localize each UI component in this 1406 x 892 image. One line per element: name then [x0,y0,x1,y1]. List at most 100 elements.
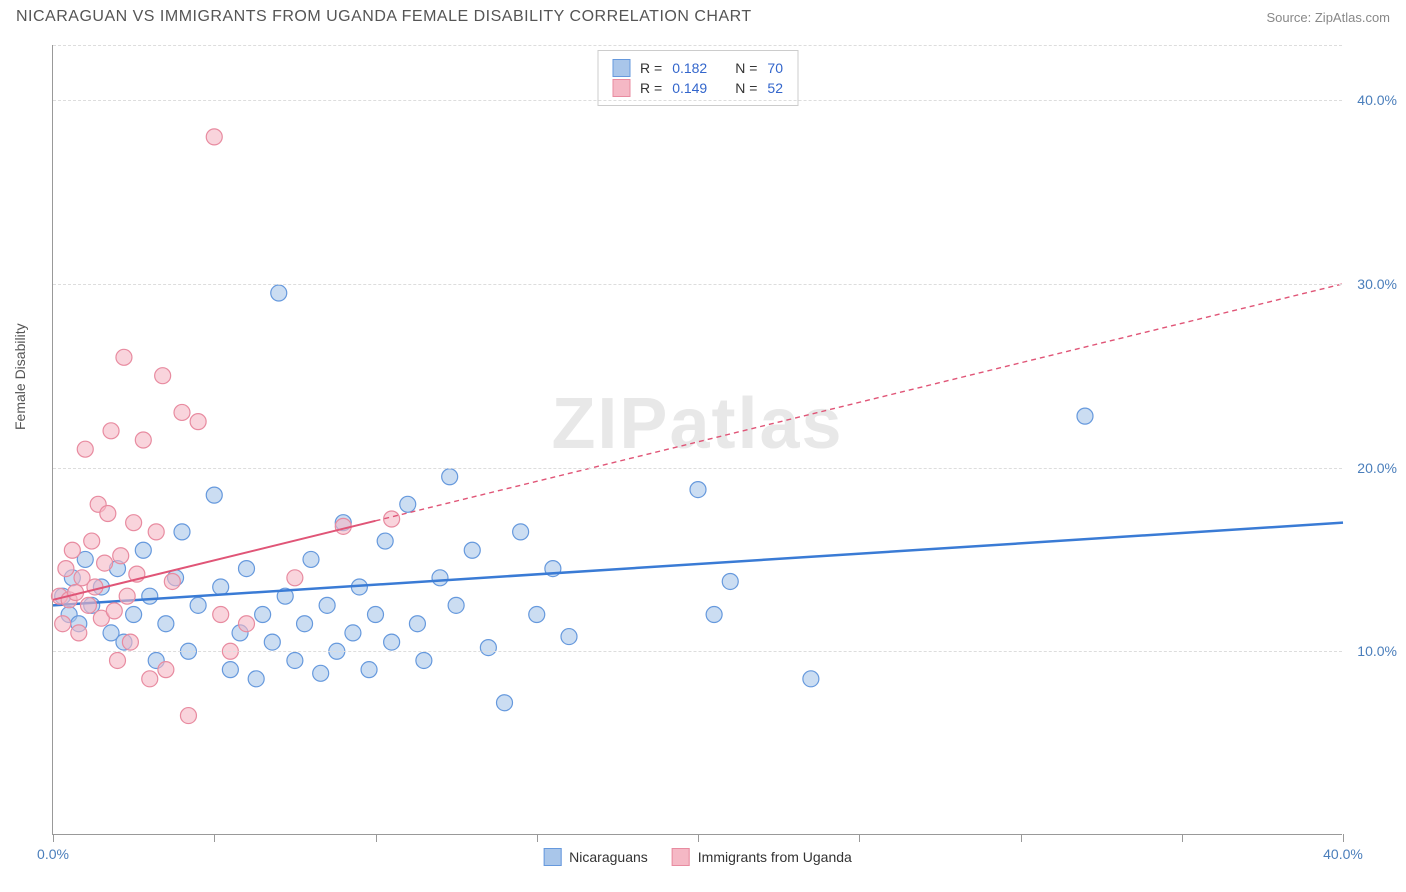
scatter-point [119,588,135,604]
gridline [53,45,1342,46]
gridline [53,651,1342,652]
scatter-point [126,607,142,623]
gridline [53,284,1342,285]
scatter-point [58,561,74,577]
scatter-point [368,607,384,623]
scatter-point [71,625,87,641]
scatter-point [529,607,545,623]
scatter-point [174,524,190,540]
scatter-point [384,511,400,527]
chart-title: NICARAGUAN VS IMMIGRANTS FROM UGANDA FEM… [16,8,752,26]
scatter-point [126,515,142,531]
scatter-point [142,671,158,687]
x-tick [1182,834,1183,842]
scatter-point [513,524,529,540]
scatter-point [271,285,287,301]
scatter-point [416,652,432,668]
scatter-point [87,579,103,595]
scatter-point [100,505,116,521]
scatter-point [255,607,271,623]
scatter-point [287,652,303,668]
scatter-point [64,542,80,558]
scatter-point [480,640,496,656]
scatter-point [722,573,738,589]
bottom-legend: Nicaraguans Immigrants from Uganda [543,848,852,866]
scatter-point [213,579,229,595]
scatter-point [158,616,174,632]
x-tick-label: 40.0% [1323,846,1363,862]
scatter-point [409,616,425,632]
scatter-point [174,404,190,420]
scatter-point [206,129,222,145]
scatter-point [303,551,319,567]
gridline [53,468,1342,469]
source-label: Source: ZipAtlas.com [1266,10,1390,25]
scatter-point [155,368,171,384]
scatter-point [297,616,313,632]
scatter-point [384,634,400,650]
legend-item: Nicaraguans [543,848,648,866]
scatter-point [345,625,361,641]
chart-plot-area: ZIPatlas R =0.182N =70R =0.149N =52 Nica… [52,45,1342,835]
legend-label: Nicaraguans [569,849,648,865]
x-tick [1343,834,1344,842]
x-tick [537,834,538,842]
scatter-point [464,542,480,558]
scatter-point [248,671,264,687]
scatter-point [206,487,222,503]
swatch-icon [672,848,690,866]
x-tick-label: 0.0% [37,846,69,862]
scatter-point [287,570,303,586]
y-tick-label: 30.0% [1357,276,1397,292]
legend-label: Immigrants from Uganda [698,849,852,865]
x-tick [214,834,215,842]
y-axis-label: Female Disability [12,323,28,430]
scatter-point [97,555,113,571]
trend-line-extension [376,284,1344,521]
y-tick-label: 10.0% [1357,643,1397,659]
x-tick [53,834,54,842]
swatch-icon [543,848,561,866]
scatter-point [706,607,722,623]
scatter-point [264,634,280,650]
scatter-point [442,469,458,485]
scatter-point [113,548,129,564]
scatter-point [1077,408,1093,424]
x-tick [698,834,699,842]
y-tick-label: 40.0% [1357,92,1397,108]
scatter-point [319,597,335,613]
scatter-point [116,349,132,365]
scatter-point [400,496,416,512]
scatter-point [55,616,71,632]
scatter-point [135,432,151,448]
scatter-point [135,542,151,558]
scatter-point [222,662,238,678]
x-tick [1021,834,1022,842]
scatter-point [148,524,164,540]
scatter-point [110,652,126,668]
scatter-point [164,573,180,589]
scatter-point [690,482,706,498]
scatter-point [106,603,122,619]
scatter-point [142,588,158,604]
scatter-point [561,629,577,645]
scatter-point [313,665,329,681]
x-tick [376,834,377,842]
x-tick [859,834,860,842]
header: NICARAGUAN VS IMMIGRANTS FROM UGANDA FEM… [0,0,1406,30]
scatter-point [84,533,100,549]
scatter-point [239,561,255,577]
scatter-point [158,662,174,678]
scatter-point [190,414,206,430]
legend-item: Immigrants from Uganda [672,848,852,866]
scatter-point [103,423,119,439]
scatter-point [239,616,255,632]
scatter-point [213,607,229,623]
y-tick-label: 20.0% [1357,460,1397,476]
scatter-point [803,671,819,687]
scatter-point [122,634,138,650]
scatter-point [448,597,464,613]
scatter-point [432,570,448,586]
scatter-point [377,533,393,549]
scatter-point [180,708,196,724]
